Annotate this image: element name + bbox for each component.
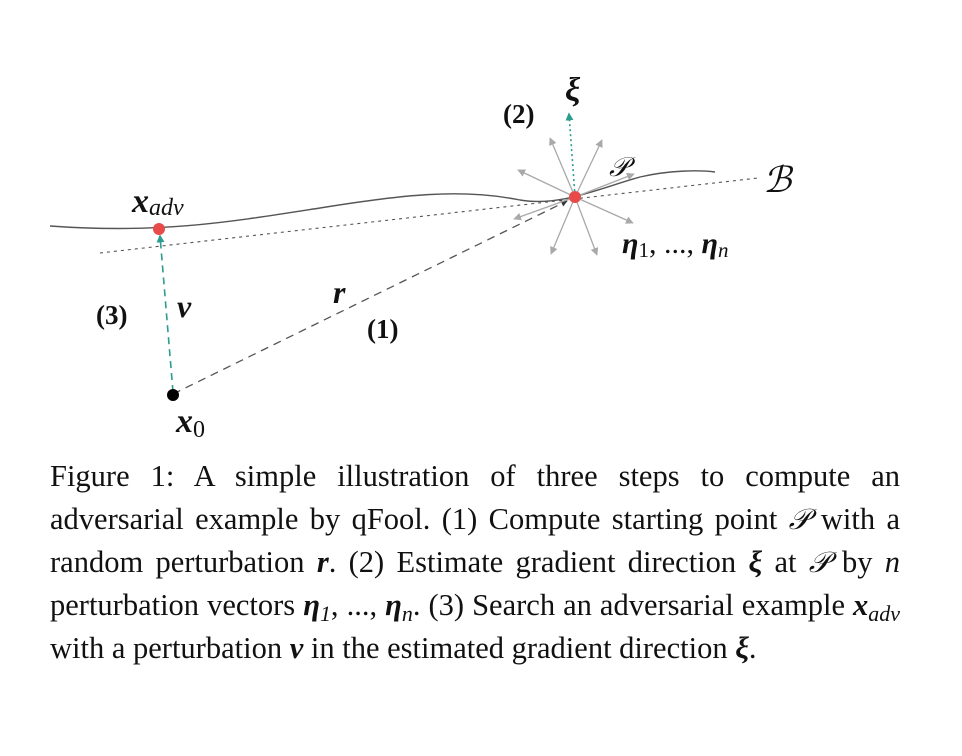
label-v: v (177, 288, 192, 324)
point-x-adv (153, 223, 165, 235)
decision-boundary-curve (49, 170, 716, 230)
label-step-3: (3) (96, 300, 127, 330)
label-eta: η1, ..., ηn (622, 227, 728, 262)
label-p: 𝒫 (609, 152, 636, 182)
perturbation-vectors (513, 137, 635, 256)
label-r: r (333, 274, 346, 310)
point-p (569, 191, 581, 203)
label-xi: ξ (565, 72, 581, 109)
caption-prefix: Figure 1: (50, 459, 175, 493)
label-step-1: (1) (367, 314, 398, 344)
figure-caption: Figure 1: A simple illustration of three… (50, 459, 901, 665)
label-boundary-b: ℬ (763, 160, 794, 200)
perturbation-r-line (172, 200, 568, 395)
perturbation-v-arrow (156, 234, 174, 393)
tangent-dotted-line (99, 177, 759, 254)
point-x0 (167, 389, 179, 401)
label-step-2: (2) (503, 99, 534, 129)
label-x-adv: xadv (131, 183, 184, 221)
qfool-diagram: xadv x0 ξ (2) 𝒫 ℬ η1, ..., ηn r (1) (3) … (49, 72, 794, 443)
label-x0: x0 (175, 403, 205, 443)
gradient-direction-arrow (565, 112, 576, 197)
